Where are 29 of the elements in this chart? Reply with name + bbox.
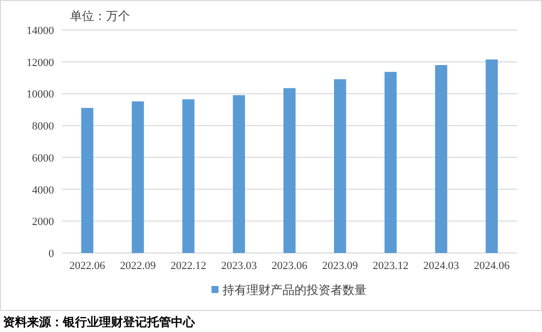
text: 资料来源：银行业理财登记托管中心 — [3, 315, 196, 329]
y-tick-label: 8000 — [32, 120, 54, 133]
y-tick-label: 4000 — [32, 184, 54, 196]
x-tick-label: 2022.09 — [120, 260, 156, 272]
bar — [283, 88, 296, 253]
bar — [132, 101, 144, 253]
y-tick-label: 2000 — [32, 216, 54, 228]
bar — [182, 99, 194, 253]
y-tick-label: 14000 — [26, 25, 54, 37]
bar — [435, 65, 448, 253]
x-tick-label: 2023.09 — [322, 260, 358, 272]
x-tick-label: 2024.03 — [423, 260, 460, 272]
legend-label: 持有理财产品的投资者数量 — [222, 283, 366, 297]
y-tick-label: 6000 — [32, 152, 54, 164]
x-tick-label: 2022.06 — [69, 260, 106, 272]
bar — [334, 79, 346, 253]
y-tick-label: 10000 — [26, 88, 54, 101]
bar — [384, 72, 397, 253]
y-tick-label: 0 — [48, 248, 54, 260]
bar — [81, 108, 94, 253]
x-tick-label: 2022.12 — [170, 260, 206, 272]
bar — [232, 95, 246, 253]
y-tick-label: 12000 — [26, 56, 54, 69]
x-tick-label: 2023.12 — [372, 260, 408, 272]
y-axis-title: 单位：万个 — [70, 9, 130, 23]
x-tick-label: 2024.06 — [474, 260, 510, 272]
x-tick-label: 2023.03 — [221, 260, 258, 272]
bar — [486, 59, 498, 253]
x-tick-label: 2023.06 — [272, 260, 308, 272]
